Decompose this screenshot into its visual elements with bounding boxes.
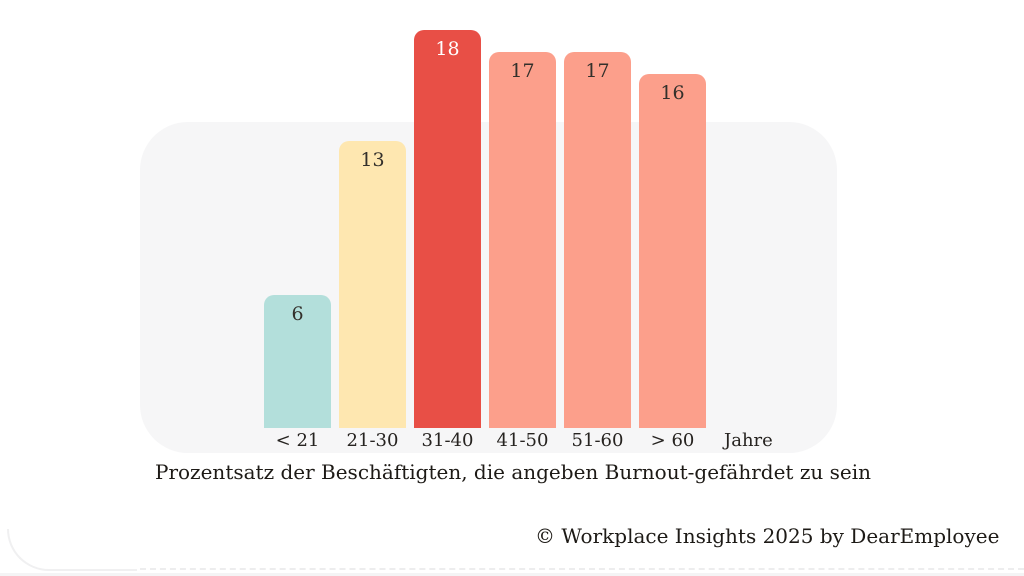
bar-value-label: 6 (291, 303, 304, 325)
bar-value-label: 13 (360, 149, 385, 171)
bar-value-label: 17 (510, 60, 535, 82)
page-corner-outline (7, 529, 137, 571)
bar-4150: 17 (489, 52, 556, 428)
x-axis-unit-label: Jahre (724, 430, 773, 451)
bar-21: 6 (264, 295, 331, 428)
bottom-strip (0, 573, 1024, 576)
bar-value-label: 18 (435, 38, 460, 60)
bar-5160: 17 (564, 52, 631, 428)
x-axis-label: 41-50 (496, 430, 549, 451)
x-axis-label: 51-60 (571, 430, 624, 451)
copyright-attribution: © Workplace Insights 2025 by DearEmploye… (535, 524, 1000, 548)
bar-3140: 18 (414, 30, 481, 428)
bar-value-label: 17 (585, 60, 610, 82)
chart-panel (140, 122, 837, 453)
x-axis-label: < 21 (275, 430, 320, 451)
bar-2130: 13 (339, 141, 406, 428)
x-axis-label: 31-40 (421, 430, 474, 451)
bar-value-label: 16 (660, 82, 685, 104)
x-axis-label: > 60 (650, 430, 695, 451)
x-axis-labels: < 21 21-30 31-40 41-50 51-60 > 60 Jahre (264, 429, 773, 453)
bar-chart: 6 13 18 17 17 16 (264, 30, 706, 428)
chart-caption: Prozentsatz der Beschäftigten, die angeb… (155, 460, 871, 484)
bar-60: 16 (639, 74, 706, 428)
x-axis-label: 21-30 (346, 430, 399, 451)
dashed-guide-line (140, 568, 1024, 570)
